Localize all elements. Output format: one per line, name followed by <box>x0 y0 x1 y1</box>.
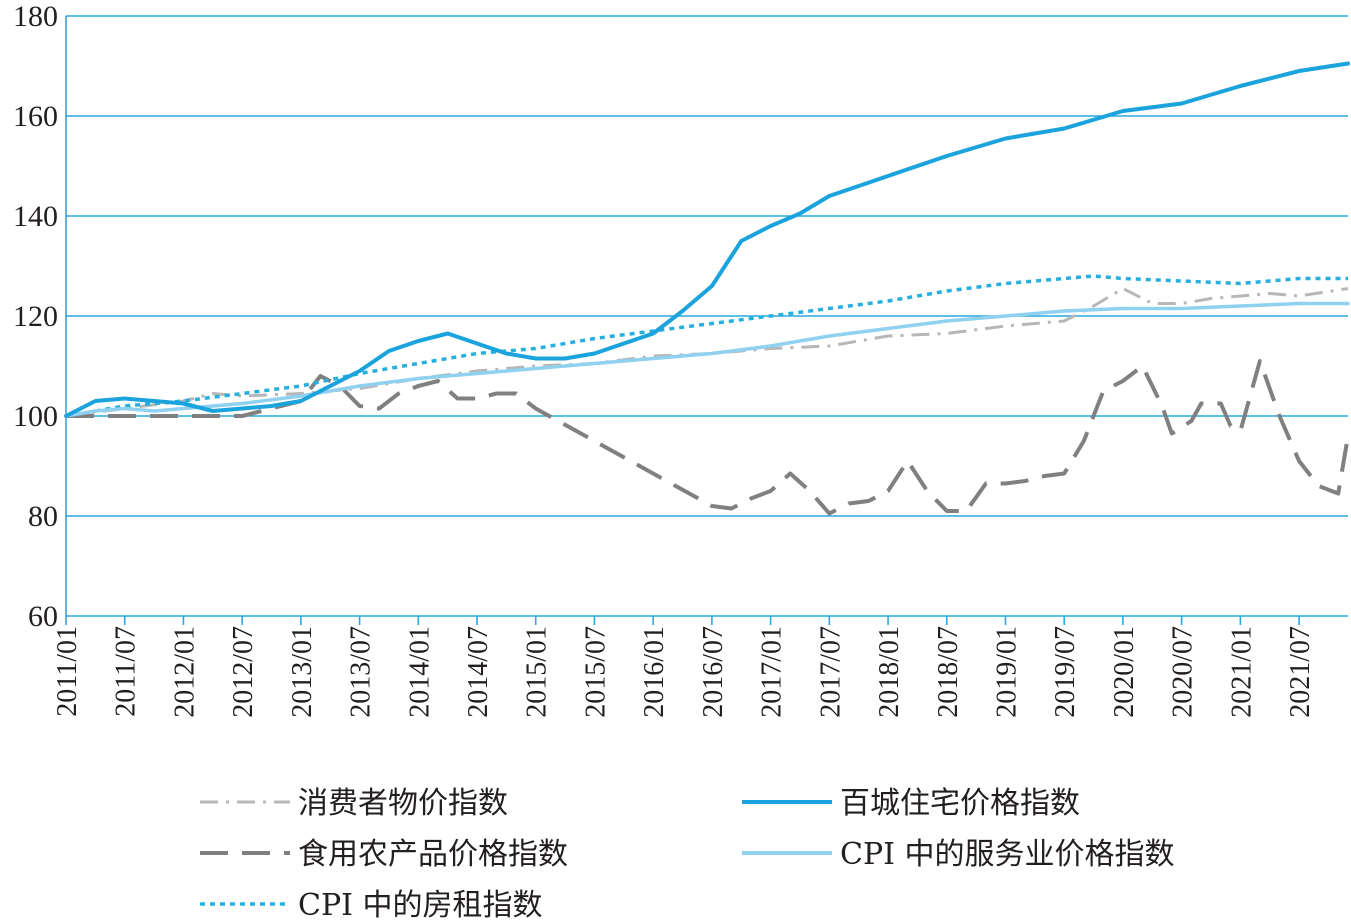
y-tick-label: 80 <box>28 500 58 533</box>
y-tick-label: 180 <box>13 0 58 33</box>
grid-lines <box>66 15 1348 517</box>
x-tick-label: 2021/01 <box>1226 626 1257 718</box>
legend-label-5: CPI 中的房租指数 <box>298 888 543 922</box>
y-tick-label: 120 <box>13 300 58 333</box>
x-tick-label: 2020/01 <box>1109 626 1140 718</box>
series-line-5 <box>65 274 1348 418</box>
x-tick-label: 2019/01 <box>991 626 1022 718</box>
x-tick-label: 2014/01 <box>404 626 435 718</box>
y-tick-label: 100 <box>13 400 58 433</box>
axes <box>65 16 1348 625</box>
x-tick-label: 2016/07 <box>698 626 729 718</box>
x-tick-label: 2015/07 <box>580 626 611 718</box>
x-tick-label: 2019/07 <box>1050 626 1081 718</box>
x-tick-label: 2021/07 <box>1285 626 1316 718</box>
x-tick-label: 2018/07 <box>933 626 964 718</box>
legend-label-1: 消费者物价指数 <box>298 786 508 821</box>
legend-label-4: CPI 中的服务业价格指数 <box>840 837 1175 872</box>
x-tick-label: 2020/07 <box>1168 626 1199 718</box>
x-tick-label: 2015/01 <box>522 626 553 718</box>
x-tick-label: 2012/07 <box>228 626 259 718</box>
x-tick-label: 2014/07 <box>463 626 494 718</box>
x-tick-label: 2013/07 <box>346 626 377 718</box>
legend-label-3: 食用农产品价格指数 <box>298 837 568 872</box>
series-group <box>64 61 1350 516</box>
x-tick-label: 2017/07 <box>815 626 846 718</box>
series-line-1 <box>65 287 1349 418</box>
y-tick-label: 60 <box>28 600 58 633</box>
y-axis-tick-labels: 60 80 100 120 140 160 180 <box>13 0 58 633</box>
y-tick-label: 160 <box>13 100 58 133</box>
x-tick-label: 2013/01 <box>287 626 318 718</box>
x-tick-label: 2018/01 <box>874 626 905 718</box>
x-axis-tick-labels: 2011/01 2011/07 2012/01 2012/07 2013/01 2013/… <box>52 626 1316 718</box>
x-tick-label: 2016/01 <box>639 626 670 718</box>
series-line-2 <box>64 61 1350 418</box>
x-tick-label: 2017/01 <box>757 626 788 718</box>
x-tick-label: 2011/07 <box>111 626 142 717</box>
series-line-4 <box>64 301 1350 418</box>
x-tick-label: 2011/01 <box>52 626 83 717</box>
x-tick-label: 2012/01 <box>169 626 200 718</box>
y-tick-label: 140 <box>13 200 58 233</box>
legend-label-2: 百城住宅价格指数 <box>840 786 1080 821</box>
series-line-3 <box>66 359 1350 516</box>
